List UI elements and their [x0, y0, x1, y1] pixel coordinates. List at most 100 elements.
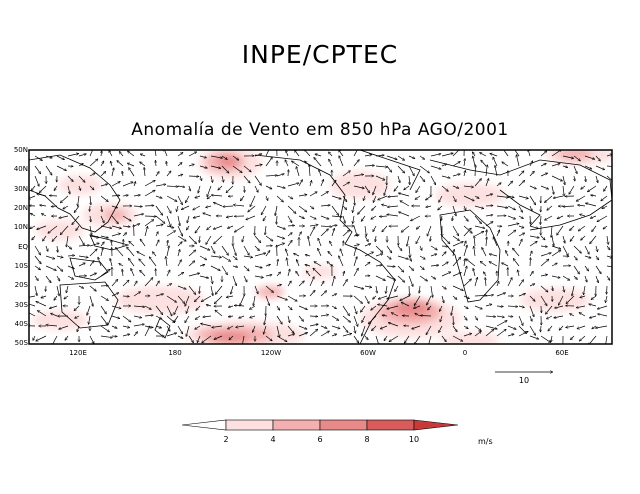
wind-vector — [342, 195, 347, 202]
wind-vector — [430, 275, 436, 280]
wind-vector — [585, 175, 586, 182]
wind-vector — [507, 277, 513, 287]
wind-vector — [364, 335, 368, 340]
wind-vector — [265, 335, 272, 341]
wind-vector — [331, 276, 335, 287]
wind-vector — [354, 325, 355, 333]
wind-vector — [353, 247, 356, 257]
wind-vector — [339, 156, 344, 167]
wind-vector — [606, 175, 612, 182]
wind-vector — [320, 325, 327, 328]
wind-vector — [115, 247, 124, 257]
wind-vector — [34, 175, 39, 187]
wind-vector — [309, 227, 316, 237]
wind-vector — [331, 228, 335, 237]
wind-vector — [529, 235, 540, 238]
wind-vector — [89, 159, 98, 167]
wind-vector — [398, 212, 410, 217]
wind-vector — [474, 195, 479, 199]
wind-vector — [518, 180, 525, 187]
wind-vector — [53, 185, 58, 191]
wind-vector — [573, 275, 578, 280]
wind-vector — [387, 206, 399, 207]
wind-vector — [287, 195, 293, 200]
wind-vector — [211, 325, 223, 328]
wind-vector — [342, 315, 351, 322]
wind-vector — [265, 150, 270, 157]
wind-vector — [408, 265, 414, 271]
wind-vector — [211, 175, 213, 183]
wind-vector — [262, 215, 267, 221]
wind-vector — [557, 295, 564, 305]
wind-vector — [551, 249, 561, 257]
wind-vector — [398, 193, 410, 197]
wind-vector — [463, 245, 467, 257]
lat-label-10s: 10S — [14, 262, 28, 270]
wind-vector — [591, 295, 597, 300]
wind-vector — [233, 205, 245, 206]
wind-vector — [298, 333, 308, 337]
wind-vector — [309, 191, 317, 197]
wind-vector — [419, 255, 425, 260]
wind-vector — [430, 165, 441, 169]
wind-vector — [186, 305, 190, 314]
wind-vector — [410, 215, 421, 222]
wind-vector — [144, 315, 154, 316]
wind-vector — [128, 167, 135, 177]
wind-vector — [260, 205, 267, 215]
wind-vector — [364, 244, 371, 247]
wind-vector — [210, 155, 223, 158]
wind-vector — [166, 246, 169, 257]
wind-vector — [232, 245, 236, 256]
wind-vector — [328, 159, 333, 167]
wind-vector — [425, 195, 432, 200]
wind-vector — [463, 279, 472, 287]
wind-vector — [590, 215, 597, 218]
wind-vector — [101, 205, 102, 212]
wind-vector — [342, 230, 350, 237]
wind-vector — [166, 215, 171, 227]
wind-vector — [309, 329, 318, 337]
wind-vector — [603, 225, 608, 229]
wind-vector — [173, 315, 179, 323]
wind-vector — [485, 221, 493, 227]
wind-vector — [597, 215, 608, 223]
wind-vector — [287, 295, 297, 302]
wind-vector — [474, 315, 478, 320]
wind-vector — [601, 195, 608, 201]
wind-vector — [235, 326, 245, 327]
wind-vector — [205, 235, 212, 245]
wind-vector — [177, 271, 184, 277]
wind-vector — [287, 233, 292, 237]
wind-vector — [41, 213, 47, 217]
wind-vector — [34, 265, 41, 270]
wind-vector — [197, 335, 201, 343]
wind-vector — [249, 305, 256, 310]
wind-vector — [101, 151, 102, 157]
wind-vector — [184, 195, 190, 203]
wind-vector — [441, 246, 448, 247]
wind-vector — [199, 265, 205, 267]
wind-vector — [291, 160, 300, 167]
wind-vector — [122, 315, 131, 322]
wind-vector — [57, 245, 58, 253]
wind-vector — [387, 214, 399, 217]
wind-vector — [100, 335, 113, 338]
wind-vector — [127, 163, 135, 167]
wind-vector — [200, 175, 202, 181]
wind-vector — [566, 295, 575, 304]
wind-vector — [117, 160, 124, 167]
wind-vector — [41, 295, 47, 298]
wind-vector — [597, 305, 608, 309]
wind-vector — [287, 258, 288, 267]
wind-vector — [74, 205, 80, 213]
lat-label-eq: EQ — [18, 243, 28, 251]
wind-vector — [54, 295, 58, 301]
wind-vector — [155, 184, 166, 187]
wind-vector — [411, 325, 421, 329]
wind-vector — [287, 183, 299, 187]
wind-vector — [485, 215, 493, 216]
wind-vector — [221, 155, 228, 160]
wind-vector — [90, 195, 91, 205]
wind-vector — [199, 255, 207, 261]
